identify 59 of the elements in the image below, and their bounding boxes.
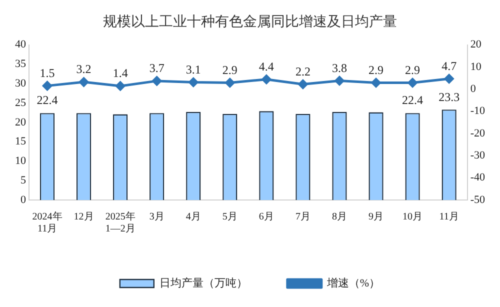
- x-tick-label: 3月: [149, 212, 164, 223]
- point: [444, 74, 454, 84]
- data-label: 3.2: [76, 62, 92, 76]
- x-tick-label: 9月: [368, 212, 384, 223]
- point: [188, 78, 198, 88]
- y2-tick-label: 0: [470, 83, 476, 96]
- data-label: 1.5: [40, 66, 55, 80]
- data-label: 2.9: [222, 62, 238, 77]
- chart-title: 规模以上工业十种有色金属同比增速及日均产量: [103, 14, 397, 30]
- data-label: 2.2: [295, 64, 310, 78]
- point: [225, 78, 235, 88]
- legend-label: 增速（%）: [326, 276, 380, 290]
- data-label: 23.3: [438, 90, 460, 104]
- point: [79, 77, 89, 87]
- x-tick-label: 2024年 11月: [32, 210, 62, 235]
- x-tick-label: 7月: [295, 212, 310, 223]
- y2-tick-label: 20: [470, 38, 482, 51]
- y2-tick-label: 10: [470, 60, 482, 73]
- data-label: 22.4: [402, 93, 424, 108]
- data-label: 2.9: [368, 62, 384, 77]
- y-tick-label: 20: [15, 116, 26, 128]
- point: [152, 76, 162, 86]
- x-tick-label: 6月: [258, 212, 274, 223]
- data-label: 22.4: [36, 93, 58, 108]
- x-tick-label: 8月: [332, 212, 347, 223]
- data-label: 3.1: [186, 62, 201, 76]
- y-tick-label: 30: [15, 77, 26, 90]
- x-tick-label: 10月: [402, 212, 423, 223]
- data-label: 3.7: [149, 61, 164, 76]
- y2-tick-label: -30: [470, 150, 486, 162]
- y-tick-label: 35: [15, 58, 26, 70]
- y2-tick-label: -10: [470, 105, 486, 118]
- data-label: 1.4: [112, 66, 128, 80]
- legend-label: 日均产量（万吨）: [159, 276, 248, 290]
- x-tick-label: 5月: [222, 212, 238, 223]
- point: [371, 78, 381, 88]
- y-tick-label: 0: [20, 194, 26, 206]
- y-tick-label: 25: [15, 96, 26, 109]
- x-tick-label: 4月: [186, 212, 201, 223]
- x-tick-label: 12月: [74, 212, 94, 223]
- point: [116, 81, 126, 91]
- point: [298, 80, 308, 90]
- y-tick-label: 15: [15, 136, 26, 148]
- y2-tick-label: -20: [470, 127, 486, 140]
- point: [334, 76, 344, 86]
- y2-tick-label: -50: [470, 194, 486, 206]
- x-tick-label: 2025年 1—2月: [105, 210, 136, 235]
- y-tick-label: 5: [20, 174, 26, 186]
- x-tick-label: 11月: [439, 212, 459, 223]
- point: [262, 74, 272, 84]
- data-label: 3.8: [332, 60, 347, 75]
- y2-tick-label: -40: [470, 172, 486, 184]
- data-label: 4.7: [442, 58, 457, 73]
- point: [408, 78, 418, 88]
- y-tick-label: 40: [15, 38, 26, 51]
- point: [42, 81, 52, 91]
- y-tick-label: 10: [15, 155, 26, 168]
- data-label: 2.9: [405, 62, 420, 77]
- data-label: 4.4: [258, 60, 274, 74]
